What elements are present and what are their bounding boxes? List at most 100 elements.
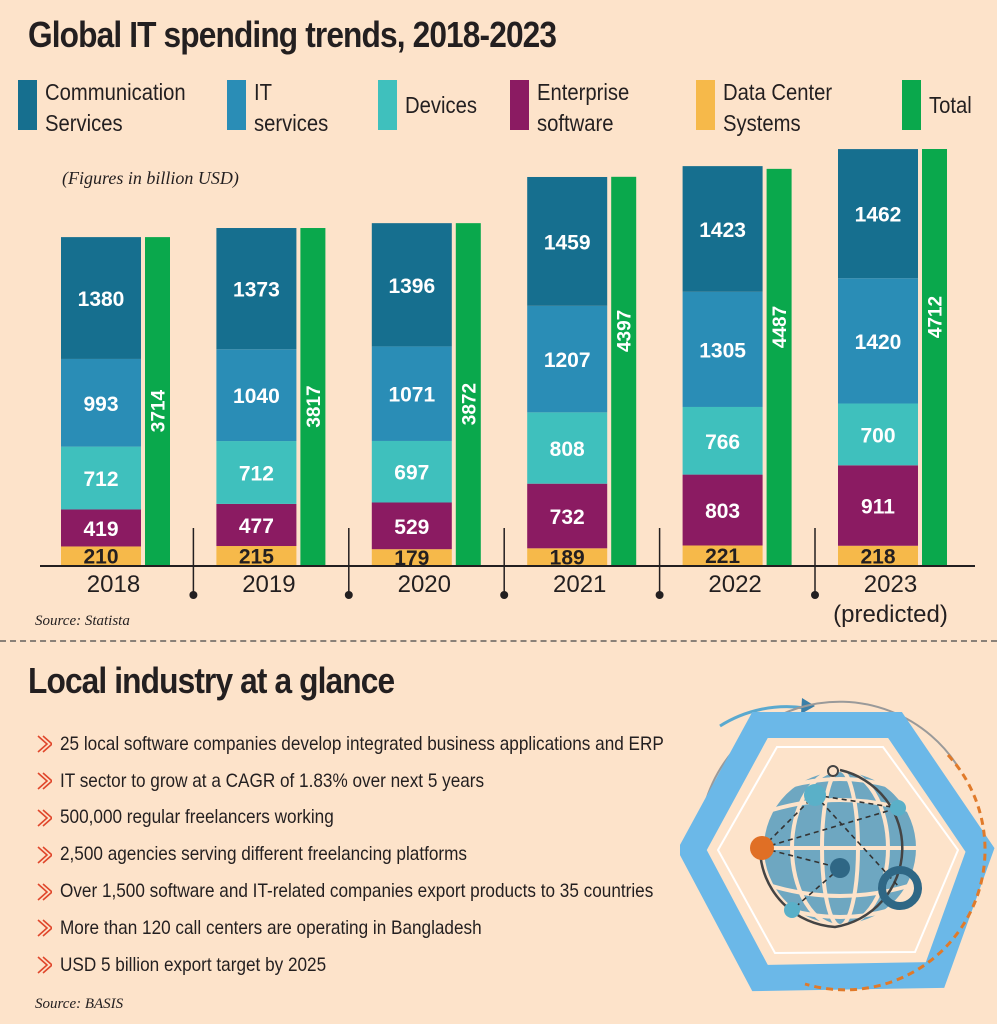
bar-segment (61, 237, 141, 359)
fact-text: USD 5 billion export target by 2025 (60, 953, 327, 976)
data-label: 218 (860, 545, 895, 568)
total-bar (766, 168, 792, 565)
bar-segment (61, 546, 141, 565)
bar-segment (61, 446, 141, 510)
data-label: 189 (550, 547, 585, 570)
data-label: 1071 (388, 384, 435, 407)
legend-label: Enterprise software (537, 79, 630, 136)
legend-swatch (696, 80, 715, 130)
fact-item: More than 120 call centers are operating… (34, 910, 746, 947)
bar-segment (371, 346, 452, 441)
data-label: 1396 (388, 275, 435, 298)
x-tick-label: (predicted) (833, 601, 948, 628)
data-label: 808 (550, 438, 585, 461)
section-title: Local industry at a glance (28, 660, 395, 701)
facts-source: Source: BASIS (35, 996, 124, 1012)
data-label: 221 (705, 545, 740, 568)
legend-swatch (902, 80, 921, 130)
total-bar (145, 237, 170, 566)
chevron-right-icon (37, 846, 52, 864)
fact-text: 500,000 regular freelancers working (60, 806, 334, 829)
bar-segment (682, 291, 763, 407)
data-label: 1305 (699, 339, 746, 362)
data-label: 1040 (233, 385, 280, 408)
fact-text: Over 1,500 software and IT-related compa… (60, 880, 654, 903)
facts-list: 25 local software companies develop inte… (34, 726, 746, 984)
x-tick-label: 2019 (242, 571, 295, 598)
total-bar (300, 228, 326, 566)
legend-swatch (378, 80, 397, 130)
data-label: 210 (83, 546, 118, 569)
chart-title: Global IT spending trends, 2018-2023 (28, 14, 557, 55)
bar-segment (682, 166, 763, 292)
fact-text: 25 local software companies develop inte… (60, 732, 664, 755)
bar-segment (682, 406, 763, 475)
total-label: 4712 (926, 296, 947, 338)
total-bar (922, 149, 947, 565)
bar-segment (61, 358, 141, 447)
stacked-bar-chart: 210 419 712 993 1380 3714 2018 215 477 712 1040 137… (40, 149, 975, 628)
bar-segment (838, 545, 918, 565)
section-divider (0, 640, 997, 642)
total-label: 4397 (615, 310, 636, 352)
bar-segment (371, 440, 452, 503)
data-label: 700 (860, 424, 895, 447)
data-label: 712 (239, 462, 274, 485)
data-label: 766 (705, 431, 740, 454)
legend-item: Communication Services (18, 79, 205, 139)
legend-item: Total (902, 80, 978, 130)
legend-label: Total (929, 92, 972, 118)
bar-segment (838, 465, 918, 546)
legend-item: Enterprise software (510, 79, 642, 139)
total-label: 3872 (459, 383, 480, 425)
bar-segment (682, 545, 763, 565)
separator-dot (655, 591, 664, 599)
fact-item: 500,000 regular freelancers working (34, 800, 746, 837)
bar-segment (216, 503, 297, 547)
total-label: 4487 (770, 306, 791, 348)
chevron-right-icon (37, 735, 52, 753)
bar-segment (838, 149, 918, 279)
total-label: 3817 (304, 385, 325, 427)
data-label: 1373 (233, 279, 280, 302)
fact-item: 2,500 agencies serving different freelan… (34, 836, 746, 873)
data-label: 697 (394, 462, 429, 485)
legend-label: Data Center Systems (723, 79, 833, 136)
bar-segment (216, 441, 297, 504)
legend-label: Communication Services (45, 79, 186, 136)
separator-dot (189, 591, 198, 599)
data-label: 803 (705, 500, 740, 523)
bar-segment (527, 548, 608, 565)
total-bar (455, 223, 481, 565)
fact-text: 2,500 agencies serving different freelan… (60, 843, 467, 866)
chevron-right-icon (37, 809, 52, 827)
x-tick-label: 2018 (87, 571, 140, 598)
bar-segment (216, 546, 297, 565)
data-label: 1423 (699, 219, 746, 242)
x-tick-label: 2022 (708, 571, 761, 598)
legend-swatch (227, 80, 246, 130)
data-label: 993 (83, 393, 118, 416)
legend-item: IT services (227, 79, 338, 139)
bar-segment (216, 228, 297, 350)
x-tick-label: 2020 (398, 571, 451, 598)
bar-segment (527, 483, 608, 549)
total-label: 3714 (149, 389, 170, 432)
chart-source: Source: Statista (35, 613, 130, 629)
data-label: 732 (550, 506, 585, 529)
data-label: 1380 (78, 288, 125, 311)
bar-segment (682, 474, 763, 546)
bar-segment (371, 502, 452, 550)
fact-text: IT sector to grow at a CAGR of 1.83% ove… (60, 769, 485, 792)
data-label: 1459 (544, 231, 591, 254)
total-bar (611, 176, 637, 565)
x-tick-label: 2023 (864, 571, 917, 598)
data-label: 1462 (855, 204, 902, 227)
legend-item: Data Center Systems (696, 79, 847, 139)
chevron-right-icon (37, 919, 52, 937)
data-label: 712 (83, 468, 118, 491)
bar-segment (216, 349, 297, 442)
bar-segment (838, 278, 918, 404)
bar-segment (838, 403, 918, 466)
bar-segment (527, 412, 608, 484)
